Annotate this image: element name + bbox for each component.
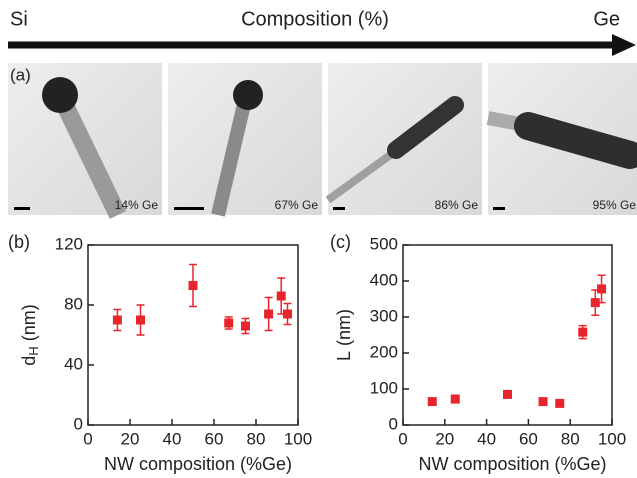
nanoparticle (42, 77, 78, 113)
image-2 (168, 63, 322, 217)
y-tick-label: 500 (370, 234, 398, 253)
y-tick-label: 400 (370, 270, 398, 289)
y-tick-label: 100 (370, 378, 398, 397)
header-title: Composition (%) (241, 8, 389, 30)
data-point (224, 318, 234, 328)
scale-bar (493, 207, 505, 210)
x-tick-label: 20 (121, 429, 140, 448)
x-tick-label: 100 (284, 429, 312, 448)
x-tick-label: 40 (163, 429, 182, 448)
panel-label: (c) (330, 232, 351, 252)
arrow-head (612, 34, 636, 56)
x-tick-label: 0 (398, 429, 407, 448)
plot-frame (402, 244, 613, 426)
image-caption: 95% Ge (593, 198, 637, 212)
image-4 (486, 63, 637, 215)
image-caption: 86% Ge (435, 198, 479, 212)
panel-label: (b) (8, 232, 30, 252)
y-tick-label: 0 (74, 414, 83, 433)
nanowire (51, 91, 127, 219)
nanowire-coated (514, 112, 637, 169)
image-caption: 14% Ge (115, 198, 159, 212)
y-tick-label: 120 (55, 234, 83, 253)
nanowire-coated (387, 96, 464, 159)
data-point (590, 298, 600, 308)
image-3 (325, 63, 482, 215)
y-label-unit: (nm) (19, 304, 39, 341)
y-tick-label: 0 (389, 414, 398, 433)
data-point (241, 321, 250, 331)
data-point (264, 309, 274, 319)
data-point (450, 394, 460, 404)
data-point (112, 315, 122, 325)
scale-bar (174, 207, 204, 210)
scale-bar (333, 207, 345, 210)
x-tick-label: 0 (83, 429, 92, 448)
x-tick-label: 100 (598, 429, 626, 448)
image-caption: 67% Ge (275, 198, 319, 212)
data-point (578, 327, 588, 337)
x-tick-label: 60 (205, 429, 224, 448)
data-point (597, 284, 607, 294)
nanowire (211, 98, 252, 217)
panel-label: (a) (10, 65, 31, 84)
x-tick-label: 40 (477, 429, 496, 448)
y-tick-label: 40 (64, 354, 83, 373)
y-axis-label: dH (nm) (19, 304, 42, 365)
data-point (283, 309, 292, 319)
y-axis-label: L (nm) (334, 309, 354, 361)
x-tick-label: 80 (561, 429, 580, 448)
x-tick-label: 20 (435, 429, 454, 448)
y-label-main: L (334, 351, 354, 361)
data-point (188, 281, 198, 290)
y-label-main: d (19, 356, 39, 366)
y-label-sub: H (26, 346, 41, 355)
nanowire (325, 144, 403, 204)
y-tick-label: 80 (64, 294, 83, 313)
y-tick-label: 300 (370, 306, 398, 325)
x-tick-label: 60 (519, 429, 538, 448)
data-point (427, 397, 437, 407)
y-tick-label: 200 (370, 342, 398, 361)
y-label-unit: (nm) (334, 309, 354, 346)
plot-frame (87, 244, 299, 426)
data-point (503, 389, 512, 399)
data-point (136, 315, 145, 325)
data-point (276, 291, 286, 301)
scale-bar (14, 207, 30, 210)
x-tick-label: 80 (247, 429, 266, 448)
image-1 (8, 63, 162, 219)
x-axis-label: NW composition (%Ge) (104, 454, 292, 474)
header-left: Si (10, 8, 28, 30)
x-axis-label: NW composition (%Ge) (418, 454, 606, 474)
data-point (555, 398, 565, 408)
data-point (538, 397, 548, 407)
header-right: Ge (593, 8, 620, 30)
nanoparticle (233, 80, 263, 110)
